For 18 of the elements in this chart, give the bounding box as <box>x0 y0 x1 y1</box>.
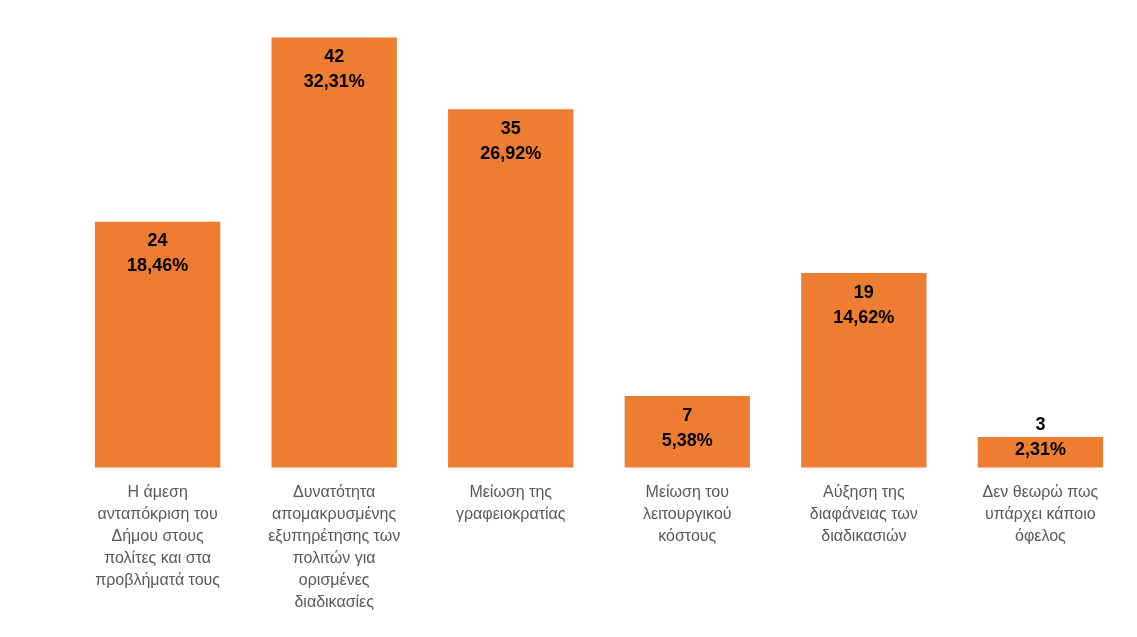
x-tick-label: Μείωση της γραφειοκρατίας <box>455 482 566 522</box>
x-tick-label: Αύξηση της διαφάνειας των διαδικασιών <box>809 482 918 544</box>
x-tick-label: Μείωση του λειτουργικού κόστους <box>643 482 732 544</box>
data-label: 7 5,38% <box>661 404 713 450</box>
bar <box>94 221 221 468</box>
bar <box>271 37 397 468</box>
data-label: 19 14,62% <box>833 281 895 327</box>
x-tick-label: Δυνατότητα απομακρυσμένης εξυπηρέτησης των πολιτών για ορισμένες διαδικασίες <box>268 482 401 611</box>
data-label: 35 26,92% <box>480 117 542 163</box>
x-tick-label: Δεν θεωρώ πως υπάρχει κάποιο όφελος <box>982 482 1099 544</box>
data-label: 24 18,46% <box>127 230 189 276</box>
bar <box>448 109 574 468</box>
data-label: 42 32,31% <box>303 46 365 92</box>
bar <box>624 395 750 468</box>
data-label: 3 2,31% <box>1014 413 1066 459</box>
bar <box>801 273 927 468</box>
x-tick-label: Η άμεση ανταπόκριση του Δήμου στους πολίτες και στα προβλήματά τους <box>95 482 221 589</box>
bar <box>977 436 1104 468</box>
